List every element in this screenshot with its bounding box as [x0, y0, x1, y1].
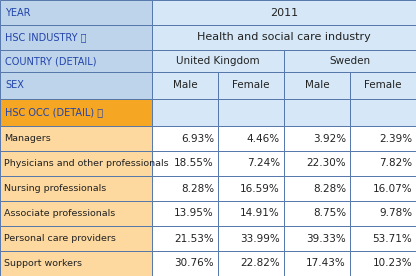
Text: United Kingdom: United Kingdom [176, 56, 260, 66]
Text: 2011: 2011 [270, 7, 298, 17]
Bar [0, 25, 152, 50]
Text: Female: Female [232, 81, 270, 91]
Text: 7.82%: 7.82% [379, 158, 412, 169]
Bar [0, 151, 152, 176]
Text: 22.82%: 22.82% [240, 259, 280, 269]
Bar [350, 99, 416, 126]
Text: 33.99%: 33.99% [240, 233, 280, 243]
Text: 53.71%: 53.71% [372, 233, 412, 243]
Bar [0, 201, 152, 226]
Text: SEX: SEX [5, 81, 24, 91]
Bar [152, 50, 284, 72]
Bar [0, 226, 152, 251]
Bar [0, 50, 152, 72]
Text: Managers: Managers [4, 134, 51, 143]
Text: 18.55%: 18.55% [174, 158, 214, 169]
Bar [350, 126, 416, 151]
Bar [152, 201, 218, 226]
Text: Nursing professionals: Nursing professionals [4, 184, 106, 193]
Text: Sweden: Sweden [329, 56, 371, 66]
Bar [350, 151, 416, 176]
Bar [0, 251, 152, 276]
Text: HSC INDUSTRY ⓘ: HSC INDUSTRY ⓘ [5, 33, 87, 43]
Bar [284, 126, 350, 151]
Bar [350, 226, 416, 251]
Text: 8.75%: 8.75% [313, 208, 346, 219]
Bar [284, 226, 350, 251]
Text: 16.07%: 16.07% [372, 184, 412, 193]
Text: Physicians and other professionals: Physicians and other professionals [4, 159, 168, 168]
Bar [218, 126, 284, 151]
Bar [350, 251, 416, 276]
Text: 14.91%: 14.91% [240, 208, 280, 219]
Text: Health and social care industry: Health and social care industry [197, 33, 371, 43]
Text: 8.28%: 8.28% [313, 184, 346, 193]
Text: 17.43%: 17.43% [306, 259, 346, 269]
Text: Personal care providers: Personal care providers [4, 234, 116, 243]
Bar [218, 201, 284, 226]
Text: COUNTRY (DETAIL): COUNTRY (DETAIL) [5, 56, 97, 66]
Bar [218, 176, 284, 201]
Bar [0, 99, 152, 126]
Text: 21.53%: 21.53% [174, 233, 214, 243]
Bar [218, 226, 284, 251]
Bar [218, 72, 284, 99]
Text: 4.46%: 4.46% [247, 134, 280, 144]
Text: 10.23%: 10.23% [372, 259, 412, 269]
Bar [284, 99, 350, 126]
Bar [284, 50, 416, 72]
Bar [152, 126, 218, 151]
Bar [284, 72, 350, 99]
Text: 13.95%: 13.95% [174, 208, 214, 219]
Bar [350, 176, 416, 201]
Bar [218, 99, 284, 126]
Bar [152, 176, 218, 201]
Bar [152, 226, 218, 251]
Bar [218, 251, 284, 276]
Bar [284, 151, 350, 176]
Bar [350, 72, 416, 99]
Text: 30.76%: 30.76% [174, 259, 214, 269]
Text: YEAR: YEAR [5, 7, 30, 17]
Bar [218, 151, 284, 176]
Bar [152, 99, 218, 126]
Bar [0, 176, 152, 201]
Bar [284, 176, 350, 201]
Text: Male: Male [305, 81, 329, 91]
Text: HSC OCC (DETAIL) ⓘ: HSC OCC (DETAIL) ⓘ [5, 107, 103, 118]
Text: Female: Female [364, 81, 402, 91]
Text: Associate professionals: Associate professionals [4, 209, 115, 218]
Bar [284, 251, 350, 276]
Text: 39.33%: 39.33% [306, 233, 346, 243]
Bar [152, 72, 218, 99]
Bar [152, 151, 218, 176]
Text: 2.39%: 2.39% [379, 134, 412, 144]
Bar [152, 0, 416, 25]
Text: 6.93%: 6.93% [181, 134, 214, 144]
Bar [152, 251, 218, 276]
Text: 16.59%: 16.59% [240, 184, 280, 193]
Text: Support workers: Support workers [4, 259, 82, 268]
Bar [0, 72, 152, 99]
Bar [284, 201, 350, 226]
Bar [152, 25, 416, 50]
Text: 8.28%: 8.28% [181, 184, 214, 193]
Text: 7.24%: 7.24% [247, 158, 280, 169]
Bar [350, 201, 416, 226]
Bar [0, 126, 152, 151]
Text: 22.30%: 22.30% [306, 158, 346, 169]
Bar [0, 0, 152, 25]
Text: Male: Male [173, 81, 197, 91]
Text: 9.78%: 9.78% [379, 208, 412, 219]
Text: 3.92%: 3.92% [313, 134, 346, 144]
